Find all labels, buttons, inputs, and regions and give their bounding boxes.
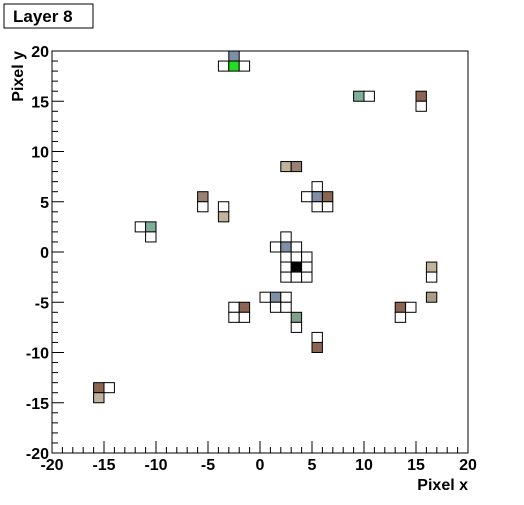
x-tick-label: 20 [459,457,477,474]
cell [280,251,292,263]
cell [228,301,240,313]
x-tick-label: -5 [201,457,215,474]
cell [425,291,438,303]
y-tick-label: -5 [35,295,49,312]
cell [311,201,323,213]
chart-title: Layer 8 [13,7,73,26]
cell [425,271,438,283]
cell [394,311,407,323]
cell [311,181,323,193]
cell [238,60,251,72]
cell [145,231,157,243]
cell [301,191,313,203]
cell [290,271,303,283]
x-tick-label: -15 [92,457,115,474]
cell [290,311,303,323]
y-tick-label: -20 [26,446,49,463]
cell [217,211,230,223]
y-tick-label: 15 [31,94,49,111]
cell [145,221,157,233]
cell [197,201,209,213]
cell [280,291,292,303]
cell [353,90,365,102]
cell [269,301,282,313]
cell [425,261,438,273]
cell [228,50,240,62]
cell [363,90,375,102]
cell [238,311,251,323]
cell [301,261,313,273]
cell [415,100,427,112]
x-axis-label: Pixel x [417,477,468,494]
cell [217,60,230,72]
cell [280,271,292,283]
cell [103,382,115,394]
cell [93,382,105,394]
cell [321,191,334,203]
cell [197,191,209,203]
y-tick-label: 0 [40,245,49,262]
cell [290,261,303,273]
cell [290,161,303,173]
cell [228,311,240,323]
cell [311,341,323,354]
cell [228,60,240,72]
x-tick-label: 10 [355,457,373,474]
x-tick-label: -10 [144,457,167,474]
cell [280,231,292,243]
y-tick-label: 20 [31,44,49,61]
cell [269,291,282,303]
x-tick-label: 5 [308,457,317,474]
cell [405,301,417,313]
cell [394,301,407,313]
cell [311,191,323,203]
cell [321,201,334,213]
x-tick-label: 0 [256,457,265,474]
cell [134,221,147,233]
cell [290,241,303,253]
x-tick-label: 15 [407,457,425,474]
y-axis-label: Pixel y [10,51,27,102]
cell [301,251,313,263]
cell [280,161,292,173]
cell [311,331,323,343]
cell [259,291,271,303]
y-tick-label: 10 [31,145,49,162]
cell [280,261,292,273]
cell [93,392,105,404]
y-tick-label: -10 [26,346,49,363]
cell [290,321,303,333]
cell [217,201,230,213]
cell [290,251,303,263]
title-box [3,3,94,29]
cell [269,241,282,253]
cell [280,241,292,253]
cell [415,90,427,102]
y-tick-label: 5 [40,195,49,212]
x-tick-label: -20 [40,457,63,474]
cell [280,301,292,313]
cell [238,301,251,313]
plot-frame [51,50,469,454]
cell [301,271,313,283]
y-tick-label: -15 [26,396,49,413]
